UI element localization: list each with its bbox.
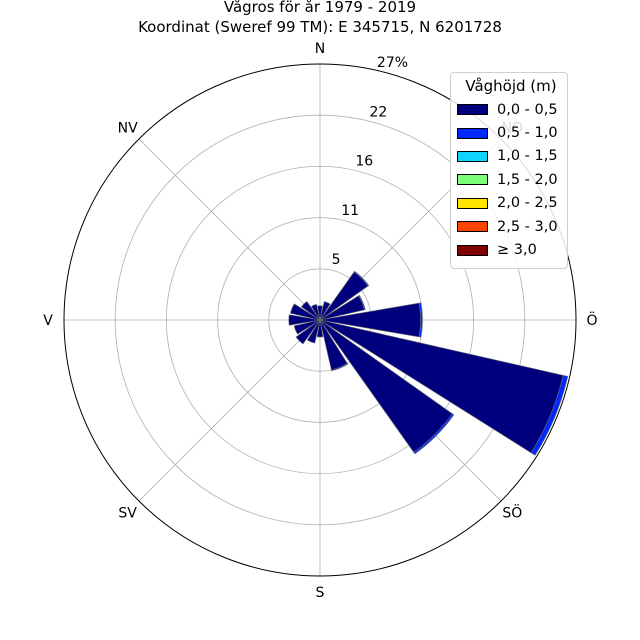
legend-item: 1,0 - 1,5 [457, 145, 567, 168]
wave-bar [353, 270, 370, 287]
legend-label: 2,0 - 2,5 [497, 195, 558, 212]
legend-label: 0,0 - 0,5 [497, 101, 558, 118]
chart-title: Vågros för år 1979 - 2019 [223, 0, 417, 16]
wave-rose-bars [288, 270, 569, 456]
legend-label: 2,5 - 3,0 [497, 218, 558, 235]
radial-tick-label: 16 [355, 154, 373, 170]
chart-subtitle: Koordinat (Sweref 99 TM): E 345715, N 62… [138, 18, 502, 36]
direction-label: SV [118, 505, 137, 521]
grid-spoke [138, 138, 321, 321]
legend-item: 2,5 - 3,0 [457, 215, 567, 238]
wave-bar [319, 301, 331, 321]
radial-tick-label: 5 [332, 252, 341, 268]
wave-bar [358, 294, 366, 311]
legend-swatch [457, 127, 488, 139]
wave-bar [317, 305, 323, 321]
wave-bar [293, 319, 321, 335]
legend-swatch [457, 174, 488, 186]
wave-bar [331, 362, 349, 372]
legend: Våghöjd (m) 0,0 - 0,5 0,5 - 1,0 1,0 - 1,5 1… [450, 72, 568, 269]
wave-bar [530, 374, 569, 456]
legend-item: ≥ 3,0 [457, 238, 567, 261]
legend-label: 1,0 - 1,5 [497, 148, 558, 165]
legend-label: 0,5 - 1,0 [497, 125, 558, 142]
wave-bar [288, 314, 321, 326]
wave-bar [319, 319, 564, 454]
direction-label: S [316, 585, 325, 601]
wave-bar [290, 303, 321, 321]
legend-label: 1,5 - 2,0 [497, 171, 558, 188]
wave-bar [413, 413, 455, 455]
legend-label: ≥ 3,0 [497, 242, 537, 259]
polar-grid [63, 63, 577, 577]
direction-label: V [43, 313, 53, 329]
direction-label: NV [118, 121, 138, 137]
legend-swatch [457, 104, 488, 116]
radial-tick-label: 27% [377, 55, 408, 71]
wave-bar [418, 302, 423, 338]
legend-item: 1,5 - 2,0 [457, 168, 567, 191]
legend-item: 2,0 - 2,5 [457, 192, 567, 215]
wave-bar [295, 319, 321, 345]
legend-swatch [457, 150, 488, 162]
wave-bar [316, 319, 324, 338]
radial-tick-label: 11 [341, 203, 359, 219]
wave-bar [301, 301, 321, 321]
wave-bar [306, 319, 321, 344]
direction-label: SÖ [502, 503, 522, 521]
grid-spoke [138, 319, 321, 502]
legend-swatch [457, 221, 488, 233]
legend-item: 0,0 - 0,5 [457, 98, 567, 121]
radial-tick-label: 22 [369, 104, 387, 120]
direction-label: N [315, 41, 325, 57]
legend-swatch [457, 244, 488, 256]
polar-frame [63, 63, 577, 577]
wave-bar [311, 303, 321, 321]
direction-label: Ö [586, 311, 597, 329]
legend-swatch [457, 197, 488, 209]
legend-title: Våghöjd (m) [465, 77, 557, 95]
legend-item: 0,5 - 1,0 [457, 121, 567, 144]
